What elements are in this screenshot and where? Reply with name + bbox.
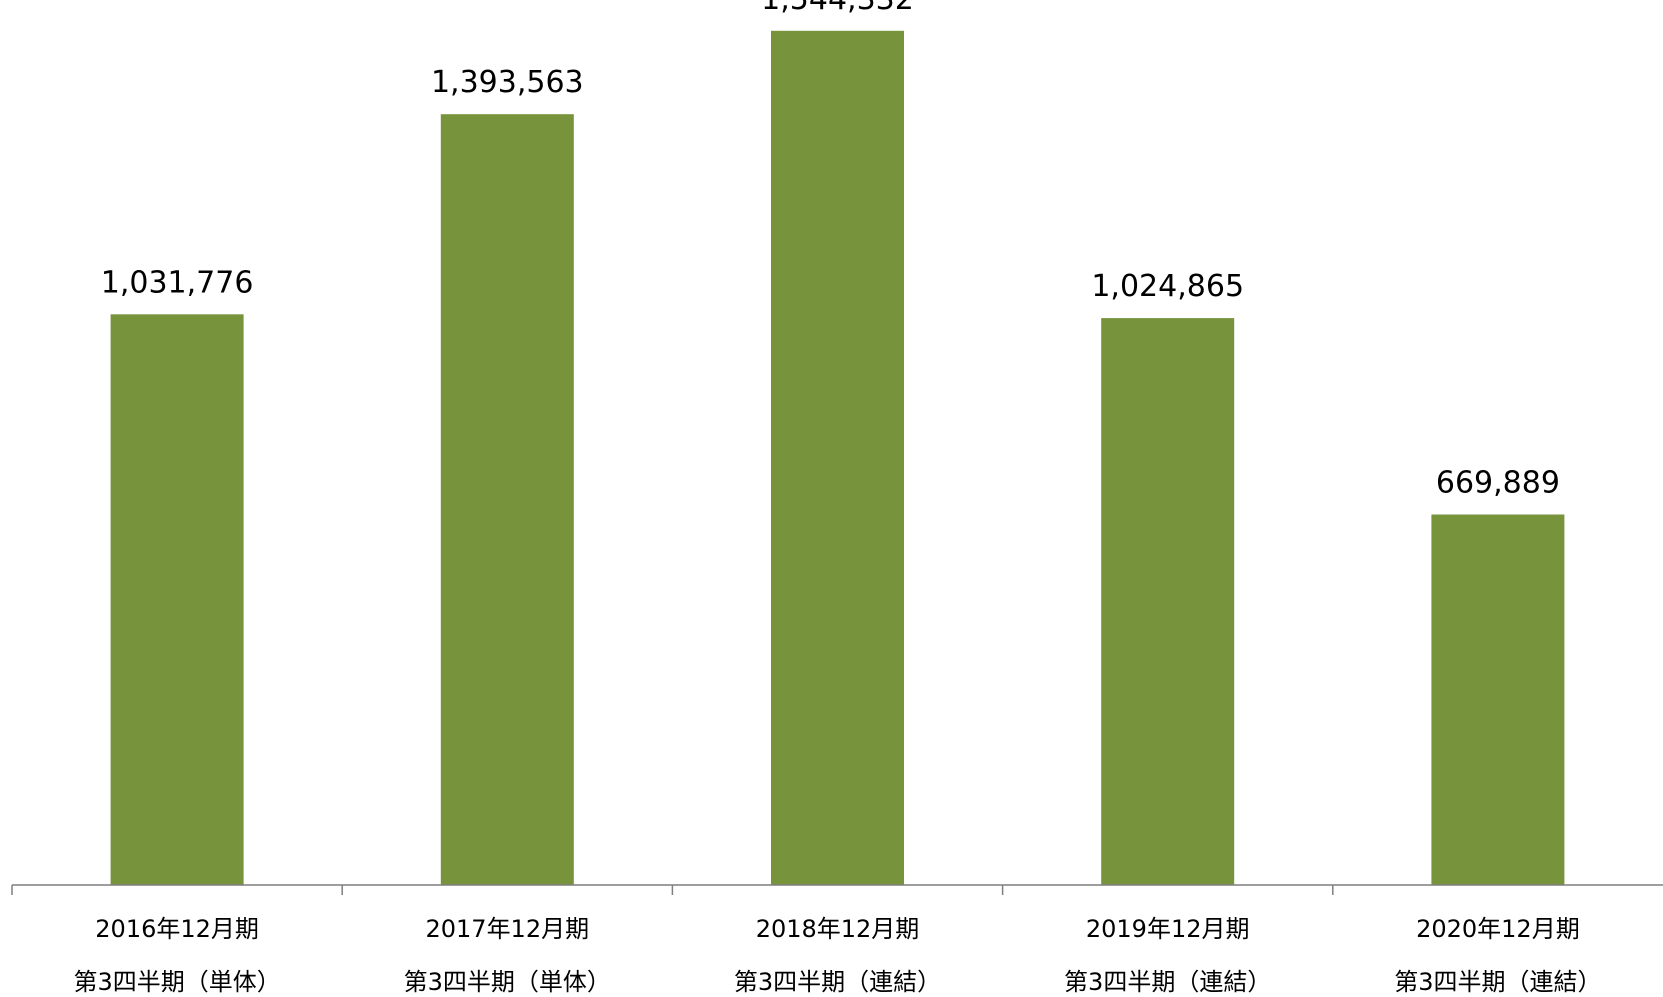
x-tick-label-3-line-1: 第3四半期（連結） xyxy=(1064,968,1271,996)
data-label-1: 1,393,563 xyxy=(431,65,584,100)
data-label-0: 1,031,776 xyxy=(101,265,254,300)
bar-0 xyxy=(110,314,244,885)
x-tick-label-4-line-0: 2020年12月期 xyxy=(1416,915,1580,943)
x-tick-label-3-line-0: 2019年12月期 xyxy=(1086,915,1250,943)
bar-4 xyxy=(1431,514,1565,885)
x-tick-label-2-line-0: 2018年12月期 xyxy=(756,915,920,943)
x-tick-label-0-line-1: 第3四半期（単体） xyxy=(73,968,280,996)
x-tick-label-2-line-1: 第3四半期（連結） xyxy=(734,968,941,996)
bar-1 xyxy=(440,114,574,885)
data-label-4: 669,889 xyxy=(1436,466,1560,501)
bar-2 xyxy=(771,30,904,886)
x-tick-label-4-line-1: 第3四半期（連結） xyxy=(1394,968,1601,996)
x-tick-label-0-line-0: 2016年12月期 xyxy=(95,915,259,943)
x-tick-label-1-line-1: 第3四半期（単体） xyxy=(404,968,611,996)
bar-3 xyxy=(1101,318,1235,886)
data-label-2: 1,544,332 xyxy=(761,0,914,17)
data-label-3: 1,024,865 xyxy=(1091,269,1244,304)
x-tick-label-1-line-0: 2017年12月期 xyxy=(425,915,589,943)
